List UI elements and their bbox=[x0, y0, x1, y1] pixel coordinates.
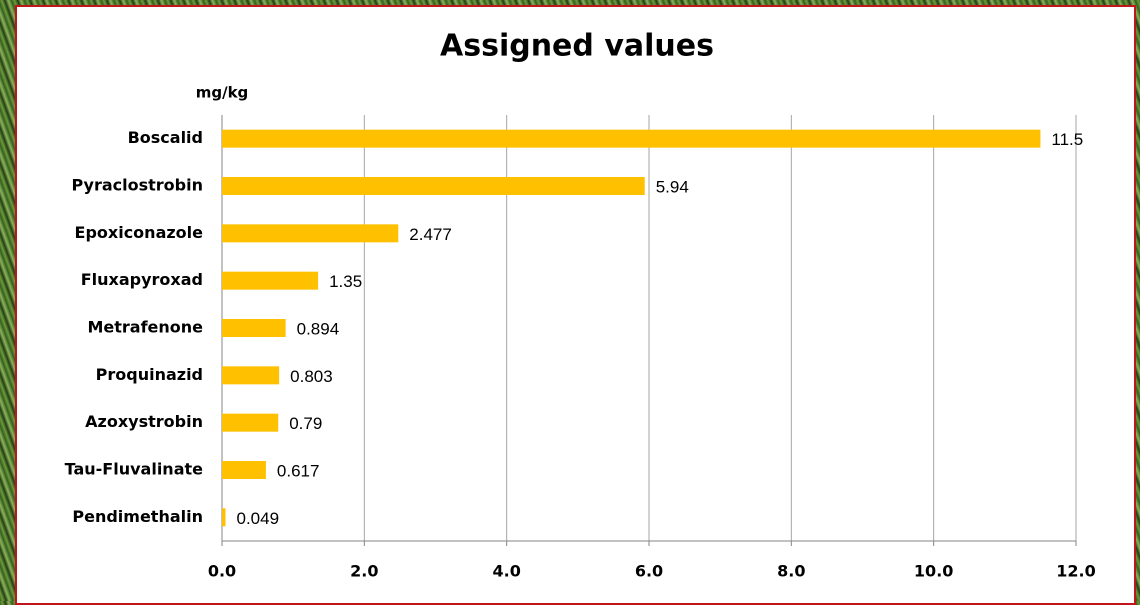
x-tick-label: 0.0 bbox=[208, 562, 236, 581]
x-tick-label: 2.0 bbox=[350, 562, 378, 581]
bar bbox=[222, 366, 280, 385]
y-tick-label: Boscalid bbox=[128, 128, 203, 147]
y-tick-label: Pendimethalin bbox=[72, 507, 203, 526]
value-label: 0.79 bbox=[289, 414, 322, 433]
bar bbox=[222, 177, 645, 195]
value-label: 2.477 bbox=[409, 225, 452, 244]
chart-title: Assigned values bbox=[440, 29, 714, 64]
bar bbox=[222, 413, 279, 432]
y-tick-label: Pyraclostrobin bbox=[72, 176, 203, 195]
y-tick-label: Proquinazid bbox=[96, 365, 203, 384]
x-tick-label: 6.0 bbox=[635, 562, 663, 581]
y-tick-label: Fluxapyroxad bbox=[81, 270, 203, 289]
bar bbox=[222, 271, 319, 290]
chart-panel bbox=[15, 5, 1136, 605]
x-tick-label: 10.0 bbox=[914, 562, 953, 581]
value-label: 11.5 bbox=[1051, 130, 1083, 149]
value-label: 0.803 bbox=[290, 367, 333, 386]
bar bbox=[222, 319, 286, 337]
value-label: 0.617 bbox=[277, 461, 320, 480]
y-tick-label: Azoxystrobin bbox=[85, 412, 203, 431]
value-label: 0.894 bbox=[297, 319, 340, 338]
y-tick-label: Tau-Fluvalinate bbox=[65, 460, 204, 479]
bar bbox=[222, 461, 266, 479]
unit-label: mg/kg bbox=[196, 84, 249, 102]
value-label: 1.35 bbox=[329, 272, 362, 291]
x-tick-label: 8.0 bbox=[777, 562, 805, 581]
y-tick-label: Metrafenone bbox=[87, 318, 203, 337]
value-label: 0.049 bbox=[236, 509, 279, 528]
bar bbox=[222, 508, 226, 527]
bar bbox=[222, 129, 1041, 148]
bar bbox=[222, 224, 399, 243]
x-tick-label: 4.0 bbox=[492, 562, 520, 581]
x-tick-label: 12.0 bbox=[1056, 562, 1095, 581]
value-label: 5.94 bbox=[656, 177, 689, 196]
y-tick-label: Epoxiconazole bbox=[75, 223, 204, 242]
